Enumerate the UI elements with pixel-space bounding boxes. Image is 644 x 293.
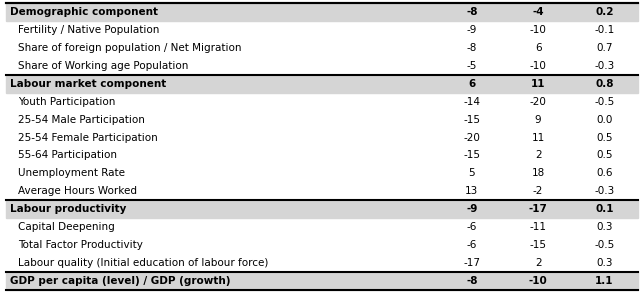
- Text: -10: -10: [530, 61, 547, 71]
- Text: Labour quality (Initial education of labour force): Labour quality (Initial education of lab…: [18, 258, 268, 268]
- Text: -17: -17: [464, 258, 480, 268]
- Text: -8: -8: [466, 276, 478, 286]
- Text: 1.1: 1.1: [595, 276, 614, 286]
- Text: 0.8: 0.8: [595, 79, 614, 89]
- Text: -8: -8: [466, 7, 478, 17]
- Text: 0.1: 0.1: [595, 204, 614, 214]
- Text: -0.5: -0.5: [594, 240, 614, 250]
- Text: Labour market component: Labour market component: [10, 79, 166, 89]
- Text: 5: 5: [469, 168, 475, 178]
- Text: -11: -11: [529, 222, 547, 232]
- Text: -9: -9: [467, 25, 477, 35]
- Text: -15: -15: [464, 151, 480, 161]
- Text: 2: 2: [535, 258, 542, 268]
- Text: 0.3: 0.3: [596, 258, 612, 268]
- Text: Share of Working age Population: Share of Working age Population: [18, 61, 188, 71]
- Text: 0.7: 0.7: [596, 43, 612, 53]
- Text: 11: 11: [531, 132, 545, 142]
- Text: Youth Participation: Youth Participation: [18, 97, 115, 107]
- Text: Fertility / Native Population: Fertility / Native Population: [18, 25, 159, 35]
- Text: -17: -17: [529, 204, 547, 214]
- Text: 0.6: 0.6: [596, 168, 612, 178]
- Text: Unemployment Rate: Unemployment Rate: [18, 168, 125, 178]
- Text: Capital Deepening: Capital Deepening: [18, 222, 115, 232]
- Bar: [6, 200, 638, 218]
- Text: -20: -20: [464, 132, 480, 142]
- Text: GDP per capita (level) / GDP (growth): GDP per capita (level) / GDP (growth): [10, 276, 230, 286]
- Text: Total Factor Productivity: Total Factor Productivity: [18, 240, 143, 250]
- Text: Share of foreign population / Net Migration: Share of foreign population / Net Migrat…: [18, 43, 242, 53]
- Text: 2: 2: [535, 151, 542, 161]
- Text: 11: 11: [531, 79, 545, 89]
- Text: -0.3: -0.3: [594, 186, 614, 196]
- Text: Demographic component: Demographic component: [10, 7, 158, 17]
- Text: Labour productivity: Labour productivity: [10, 204, 126, 214]
- Text: 6: 6: [468, 79, 475, 89]
- Text: 0.5: 0.5: [596, 151, 612, 161]
- Text: -14: -14: [464, 97, 480, 107]
- Text: -15: -15: [464, 115, 480, 125]
- Text: 18: 18: [531, 168, 545, 178]
- Text: -8: -8: [467, 43, 477, 53]
- Text: -6: -6: [467, 240, 477, 250]
- Text: Average Hours Worked: Average Hours Worked: [18, 186, 137, 196]
- Text: -10: -10: [529, 276, 547, 286]
- Bar: [6, 272, 638, 290]
- Text: 25-54 Male Participation: 25-54 Male Participation: [18, 115, 145, 125]
- Text: -5: -5: [467, 61, 477, 71]
- Text: -9: -9: [466, 204, 478, 214]
- Text: -20: -20: [530, 97, 547, 107]
- Text: -2: -2: [533, 186, 544, 196]
- Bar: [6, 75, 638, 93]
- Bar: [6, 3, 638, 21]
- Text: 9: 9: [535, 115, 542, 125]
- Text: 25-54 Female Participation: 25-54 Female Participation: [18, 132, 158, 142]
- Text: 0.5: 0.5: [596, 132, 612, 142]
- Text: 0.0: 0.0: [596, 115, 612, 125]
- Text: 55-64 Participation: 55-64 Participation: [18, 151, 117, 161]
- Text: -0.1: -0.1: [594, 25, 614, 35]
- Text: -4: -4: [533, 7, 544, 17]
- Text: 13: 13: [465, 186, 478, 196]
- Text: -6: -6: [467, 222, 477, 232]
- Text: -15: -15: [529, 240, 547, 250]
- Text: -0.3: -0.3: [594, 61, 614, 71]
- Text: 0.3: 0.3: [596, 222, 612, 232]
- Text: 0.2: 0.2: [595, 7, 614, 17]
- Text: -0.5: -0.5: [594, 97, 614, 107]
- Text: -10: -10: [530, 25, 547, 35]
- Text: 6: 6: [535, 43, 542, 53]
